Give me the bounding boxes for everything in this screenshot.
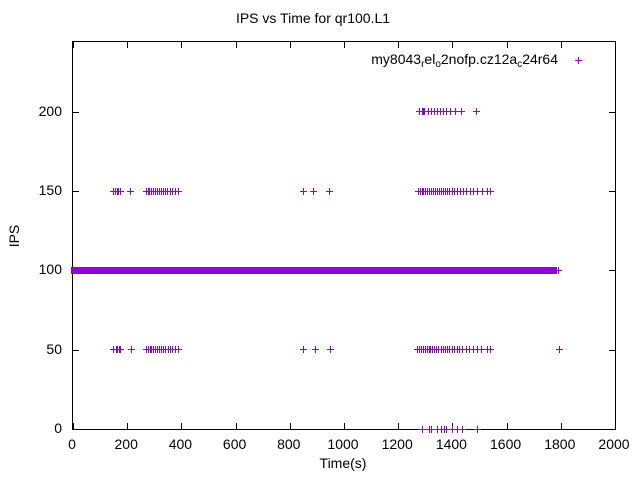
x-axis-tick (506, 42, 508, 48)
legend: my8043relo2nofp.cz12ac24r64 (371, 51, 585, 70)
y-axis-tick (73, 429, 79, 430)
chart-title: IPS vs Time for qr100.L1 (235, 10, 391, 26)
x-tick-label: 1400 (435, 436, 467, 452)
data-band-ips100 (162, 266, 400, 274)
data-point (466, 346, 474, 354)
x-axis-tick (235, 42, 237, 48)
data-point (327, 346, 335, 354)
y-axis-tick (609, 111, 615, 113)
x-axis-tick (289, 42, 291, 48)
x-axis-tick (452, 42, 454, 48)
x-axis-label: Time(s) (319, 455, 367, 471)
data-point (448, 425, 456, 433)
y-axis-tick (609, 429, 615, 430)
y-axis-tick (609, 349, 615, 351)
data-point (473, 346, 481, 354)
data-point (443, 108, 451, 116)
y-axis-tick (73, 191, 79, 193)
data-point (443, 425, 451, 433)
data-point (310, 187, 318, 195)
y-tick-label: 200 (38, 102, 62, 119)
x-axis-tick (615, 423, 616, 429)
x-axis-tick (344, 423, 345, 429)
data-point (451, 108, 459, 116)
data-point (300, 187, 308, 195)
data-point (462, 187, 470, 195)
data-point (127, 346, 135, 354)
x-tick-label: 0 (68, 436, 76, 452)
data-point (554, 266, 562, 274)
x-axis-tick (73, 423, 74, 429)
plot-area: my8043relo2nofp.cz12ac24r64 (71, 41, 616, 433)
x-axis-tick (560, 42, 562, 48)
x-tick-label: 1800 (544, 436, 576, 452)
x-tick-label: 1000 (327, 436, 359, 452)
x-axis-tick (452, 423, 454, 429)
data-point (473, 187, 481, 195)
x-tick-label: 1600 (490, 436, 522, 452)
y-tick-label: 150 (38, 182, 62, 199)
x-axis-tick (73, 42, 74, 48)
data-point (117, 346, 125, 354)
x-tick-label: 600 (222, 436, 247, 452)
x-axis-tick (615, 42, 616, 48)
x-tick-label: 1200 (381, 436, 413, 452)
y-tick-label: 50 (46, 340, 62, 357)
data-band-ips100 (396, 266, 558, 274)
data-point (473, 108, 481, 116)
x-axis-tick (181, 42, 183, 48)
data-point (127, 187, 135, 195)
x-axis-tick (181, 423, 183, 429)
data-point (473, 425, 481, 433)
data-point (478, 187, 486, 195)
x-axis-tick (398, 42, 400, 48)
data-point (174, 346, 182, 354)
data-point (300, 346, 308, 354)
data-band-ips100 (71, 266, 166, 274)
x-axis-tick (560, 423, 562, 429)
x-axis-tick (235, 423, 237, 429)
data-point (478, 346, 486, 354)
data-point (457, 108, 465, 116)
data-point (487, 187, 495, 195)
y-axis-tick (609, 191, 615, 193)
data-point (311, 346, 319, 354)
x-axis-tick (127, 42, 129, 48)
data-point (174, 187, 182, 195)
x-axis-tick (398, 423, 400, 429)
x-tick-label: 800 (277, 436, 301, 452)
y-tick-label: 100 (38, 261, 62, 278)
x-tick-label: 2000 (598, 436, 630, 452)
data-point (487, 346, 495, 354)
legend-plus-marker-icon (575, 57, 582, 64)
y-axis-tick (609, 270, 615, 272)
data-point (469, 346, 477, 354)
data-point (454, 425, 462, 433)
x-tick-label: 400 (168, 436, 193, 452)
y-axis-tick (73, 349, 79, 351)
data-point (117, 187, 125, 195)
data-point (418, 425, 426, 433)
x-tick-label: 200 (114, 436, 138, 452)
data-point (326, 187, 334, 195)
data-point (434, 425, 442, 433)
x-axis-tick (344, 42, 345, 48)
data-point (462, 346, 470, 354)
x-axis-tick (506, 423, 508, 429)
x-axis-tick (289, 423, 291, 429)
y-axis-tick (73, 111, 79, 113)
data-point (447, 108, 455, 116)
legend-series-label: my8043relo2nofp.cz12ac24r64 (371, 51, 558, 70)
x-axis-tick (127, 423, 129, 429)
data-point (470, 187, 478, 195)
data-point (428, 425, 436, 433)
data-point (466, 187, 474, 195)
data-point (459, 425, 467, 433)
y-tick-label: 0 (54, 420, 62, 436)
data-point (555, 346, 563, 354)
